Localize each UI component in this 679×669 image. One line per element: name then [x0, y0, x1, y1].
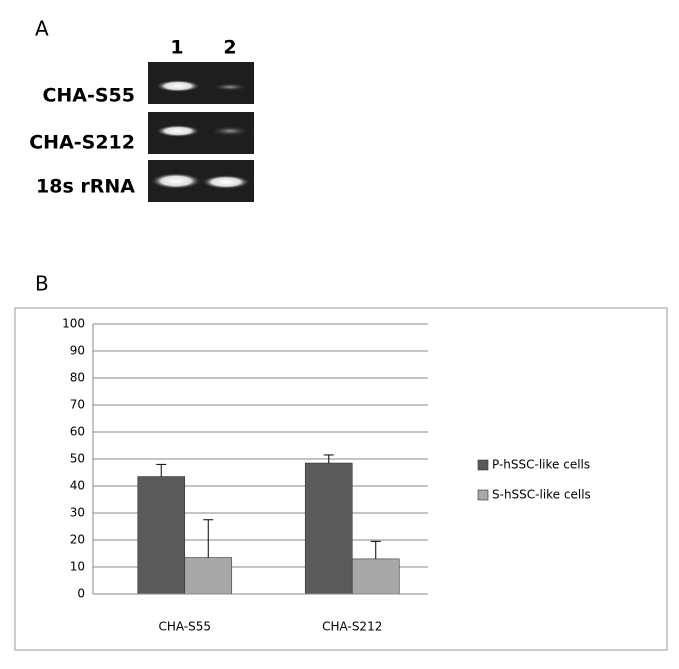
- y-tick-label: 30: [70, 506, 85, 520]
- bar: [137, 476, 186, 595]
- y-tick-label: 20: [70, 533, 85, 547]
- row-label: 18s rRNA: [36, 176, 135, 198]
- row-label: CHA-S212: [29, 132, 135, 154]
- y-tick-label: 50: [70, 452, 85, 466]
- gel: [148, 62, 254, 202]
- bar: [304, 462, 353, 595]
- bar: [351, 558, 400, 595]
- y-tick-label: 70: [70, 398, 85, 412]
- legend-swatch: [477, 459, 489, 471]
- row-label: CHA-S55: [42, 85, 135, 107]
- y-tick-label: 90: [70, 344, 85, 358]
- chart-frame: [14, 307, 668, 651]
- x-tick-label: CHA-S55: [158, 620, 211, 634]
- y-tick-label: 100: [62, 317, 85, 331]
- legend-label: P-hSSC-like cells: [492, 458, 590, 472]
- x-tick-label: CHA-S212: [322, 620, 382, 634]
- legend-label: S-hSSC-like cells: [492, 488, 591, 502]
- panel-label: A: [35, 17, 49, 41]
- lane-label: 2: [223, 37, 236, 59]
- y-tick-label: 10: [70, 560, 85, 574]
- y-tick-label: 40: [70, 479, 85, 493]
- lane-label: 1: [170, 37, 183, 59]
- legend-swatch: [477, 489, 489, 501]
- panel-label: B: [35, 272, 49, 296]
- y-tick-label: 0: [77, 587, 85, 601]
- bar: [184, 557, 233, 595]
- y-tick-label: 60: [70, 425, 85, 439]
- y-tick-label: 80: [70, 371, 85, 385]
